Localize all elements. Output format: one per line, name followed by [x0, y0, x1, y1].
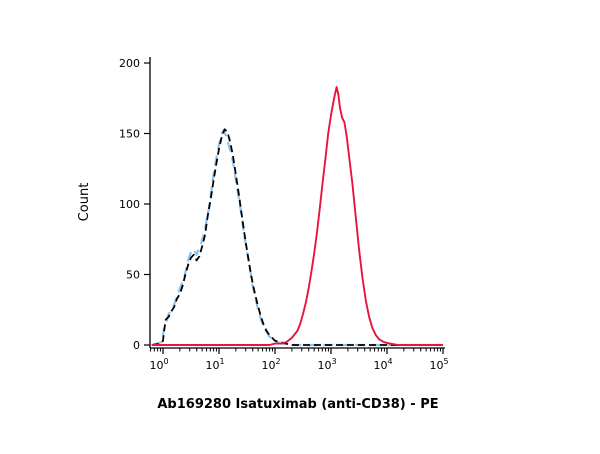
x-tick-label: 105 — [429, 357, 448, 372]
y-tick-label: 50 — [126, 269, 140, 282]
x-tick-label: 101 — [205, 357, 224, 372]
curve-control-black-dashed — [151, 128, 443, 346]
curve-control-blue-dashed — [151, 129, 443, 347]
x-tick-label: 100 — [149, 357, 168, 372]
y-axis-label: Count — [77, 183, 92, 222]
x-tick-label: 102 — [261, 357, 280, 372]
curve-isatuximab-pe-red-solid — [151, 86, 443, 346]
y-tick-label: 150 — [119, 128, 140, 141]
plot-area: 0 50 100 150 200 100 101 102 103 104 105 — [119, 57, 449, 372]
x-tick-label: 103 — [317, 357, 336, 372]
y-tick-label: 200 — [119, 57, 140, 70]
x-tick-label: 104 — [373, 357, 392, 372]
chart-title: Ab169280 Isatuximab (anti-CD38) - PE — [157, 397, 438, 412]
y-tick-label: 100 — [119, 198, 140, 211]
y-tick-label: 0 — [133, 339, 140, 352]
